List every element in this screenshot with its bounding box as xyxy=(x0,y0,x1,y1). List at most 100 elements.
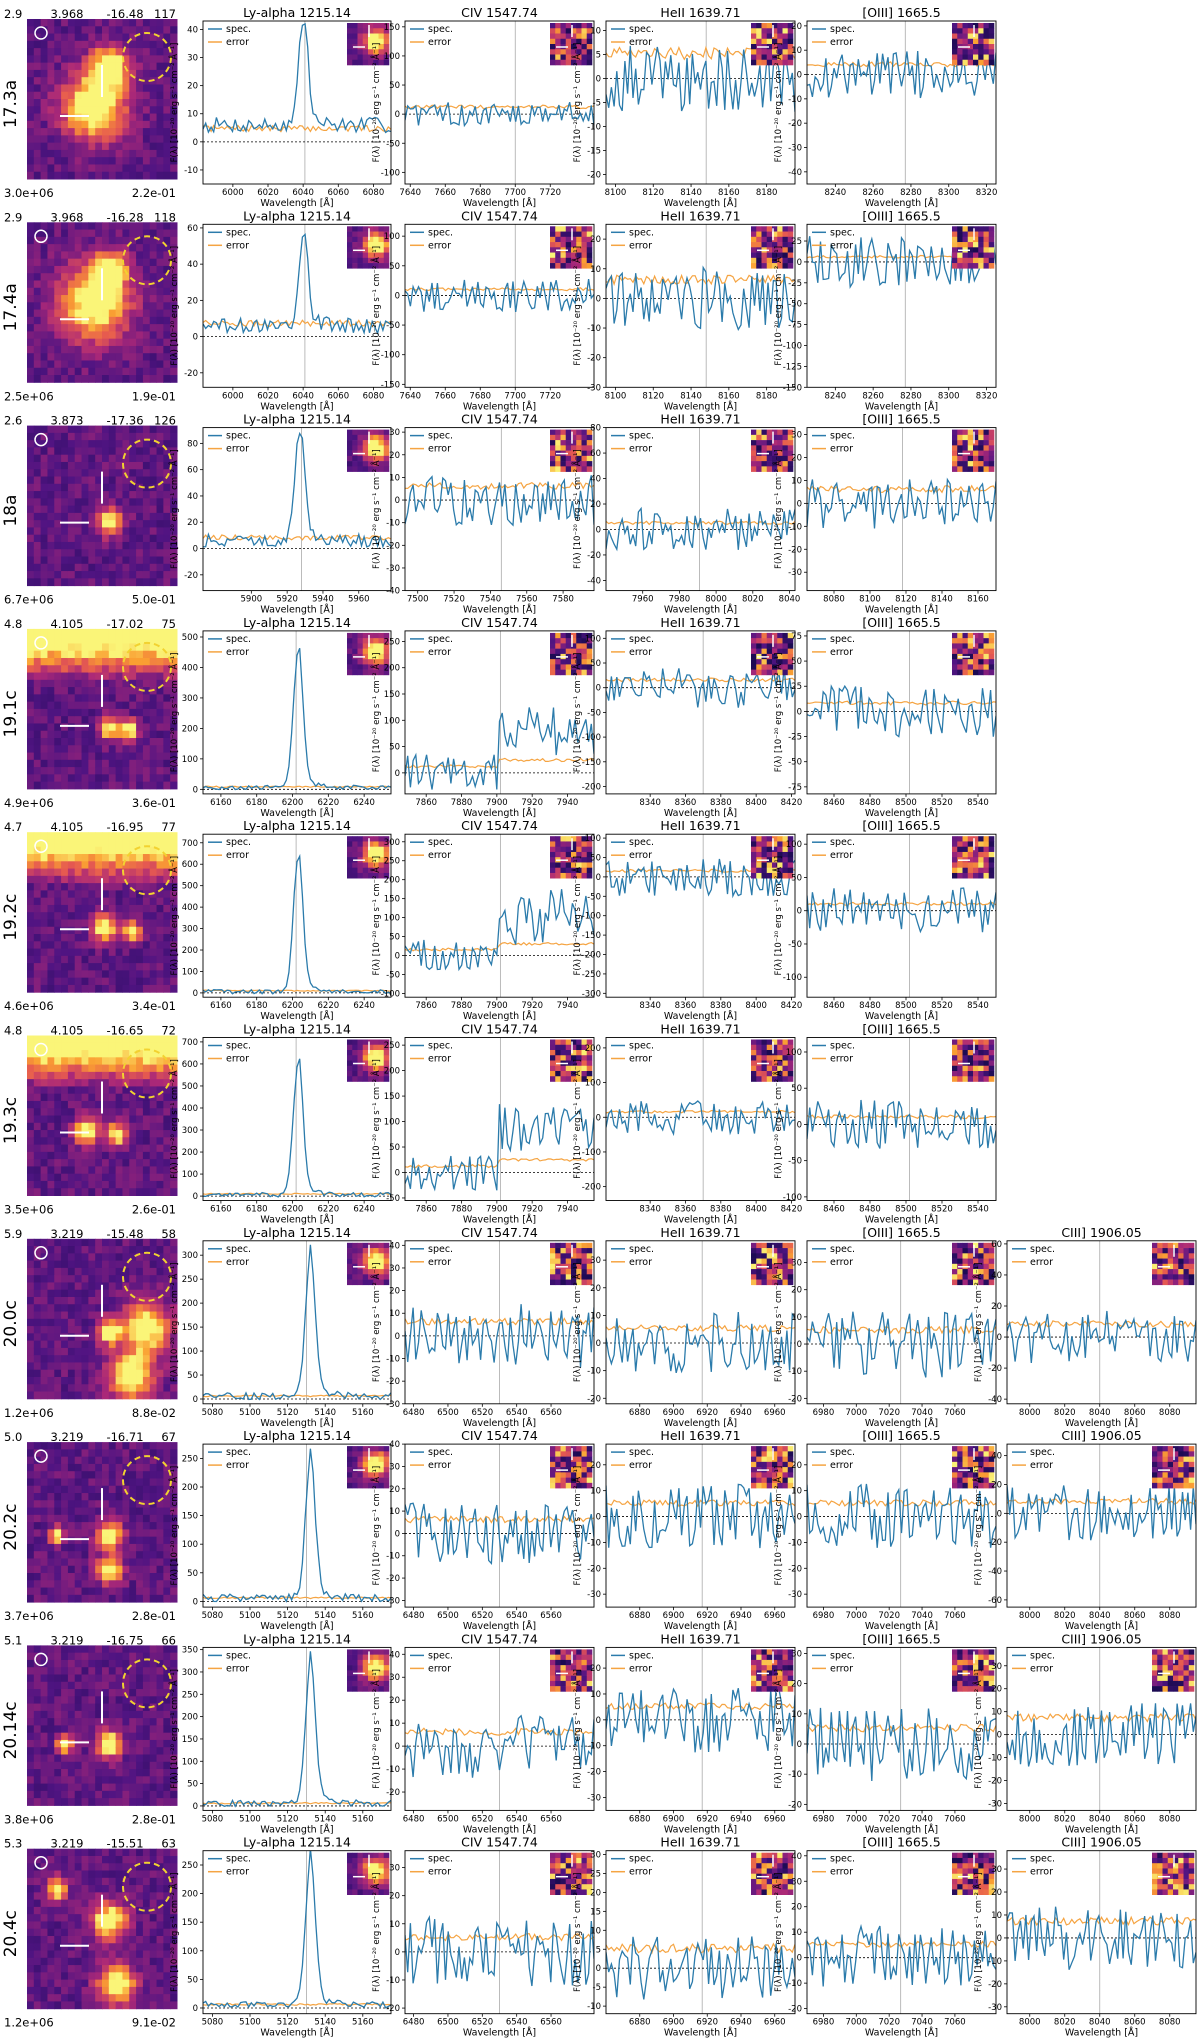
inset-pixel xyxy=(777,236,783,243)
y-tick-label: 200 xyxy=(182,946,198,956)
inset-pixel xyxy=(586,434,593,441)
inset-pixel xyxy=(357,1659,364,1666)
inset-pixel xyxy=(378,247,385,253)
y-tick-label: 200 xyxy=(182,1890,198,1900)
inset-pixel xyxy=(766,1878,773,1885)
inset-pixel xyxy=(347,1686,353,1692)
inset-pixel xyxy=(962,257,969,264)
inset-pixel xyxy=(357,1472,364,1478)
inset-pixel xyxy=(352,1878,358,1885)
inset-pixel xyxy=(782,1263,789,1270)
inset-pixel xyxy=(347,1675,353,1682)
inset-pixel xyxy=(988,1477,995,1484)
y-axis-label: F(λ) [10⁻²⁰ erg s⁻¹ cm⁻² Å⁻¹] xyxy=(772,653,784,773)
inset-pixel xyxy=(761,1665,768,1671)
inset-pixel xyxy=(1162,1269,1169,1275)
inset-pixel xyxy=(362,862,369,868)
y-tick-label: -10 xyxy=(386,1355,400,1365)
inset-pixel xyxy=(373,252,379,259)
x-axis-label: Wavelength [Å] xyxy=(664,1214,737,1226)
inset-pixel xyxy=(555,638,561,644)
inset-pixel xyxy=(761,1461,768,1468)
inset-pixel xyxy=(550,659,556,665)
inset-pixel xyxy=(586,23,593,29)
x-tick-label: 6040 xyxy=(292,391,314,401)
inset-pixel xyxy=(565,1274,572,1280)
inset-pixel xyxy=(952,263,958,269)
inset-pixel xyxy=(571,841,577,847)
y-tick-label: -50 xyxy=(788,300,802,310)
x-tick-label: 7980 xyxy=(669,595,691,605)
y-tick-label: 10 xyxy=(590,1487,601,1497)
legend-spec-label: spec. xyxy=(830,1854,855,1865)
inset-pixel xyxy=(560,1258,567,1265)
inset-pixel xyxy=(777,49,783,55)
inset-pixel xyxy=(352,664,358,670)
inset-pixel xyxy=(378,846,385,853)
inset-pixel xyxy=(777,1044,783,1051)
inset-pixel xyxy=(565,862,572,868)
inset-pixel xyxy=(571,23,577,29)
inset-pixel xyxy=(383,231,390,238)
background-circle xyxy=(122,32,172,82)
inset-pixel xyxy=(787,28,794,34)
inset-pixel xyxy=(378,236,385,243)
inset-pixel xyxy=(368,841,374,847)
x-tick-label: 6020 xyxy=(257,188,279,198)
inset-pixel xyxy=(1173,1889,1179,1895)
inset-pixel xyxy=(560,1044,567,1051)
inset-pixel xyxy=(952,44,958,50)
x-tick-label: 6540 xyxy=(506,1611,528,1621)
inset-pixel xyxy=(777,429,783,436)
y-tick-label: 100 xyxy=(585,634,601,644)
inset-pixel xyxy=(1152,1467,1158,1473)
inset-pixel xyxy=(751,872,757,879)
inset-pixel xyxy=(555,466,561,472)
x-tick-label: 6980 xyxy=(813,1814,835,1824)
error-series xyxy=(203,319,391,328)
inset-pixel xyxy=(973,1477,979,1484)
y-tick-label: 40 xyxy=(389,1440,400,1450)
spectrum-series xyxy=(606,1686,795,1753)
inset-pixel xyxy=(373,1878,379,1885)
inset-pixel xyxy=(581,231,588,238)
inset-pixel xyxy=(550,450,556,457)
inset-pixel xyxy=(756,28,762,34)
inset-pixel xyxy=(756,445,762,451)
x-axis-label: Wavelength [Å] xyxy=(260,1417,333,1429)
spectrum-series xyxy=(807,1099,996,1150)
inset-pixel xyxy=(571,1248,577,1254)
inset-pixel xyxy=(983,648,990,655)
inset-pixel xyxy=(1157,1279,1163,1286)
x-tick-label: 8280 xyxy=(900,391,922,401)
inset-pixel xyxy=(761,1686,768,1692)
inset-pixel xyxy=(362,836,369,842)
inset-pixel xyxy=(565,1889,572,1895)
inset-pixel xyxy=(988,59,995,66)
inset-pixel xyxy=(967,1665,974,1671)
inset-pixel xyxy=(362,1878,369,1885)
inset-pixel xyxy=(550,1253,556,1259)
y-tick-label: -40 xyxy=(988,1395,1002,1405)
inset-pixel xyxy=(571,1055,577,1061)
inset-pixel xyxy=(967,263,974,269)
inset-pixel xyxy=(777,1071,783,1077)
inset-pixel xyxy=(362,1242,369,1249)
y-tick-label: 10 xyxy=(791,1487,802,1497)
inset-pixel xyxy=(952,664,958,670)
inset-pixel xyxy=(550,434,556,441)
inset-pixel xyxy=(782,1055,789,1061)
x-tick-label: 6920 xyxy=(696,1408,718,1418)
inset-pixel xyxy=(347,44,353,50)
inset-pixel xyxy=(787,38,794,45)
inset-pixel xyxy=(952,257,958,264)
inset-pixel xyxy=(373,445,379,451)
y-tick-label: -50 xyxy=(386,970,400,980)
y-tick-label: 40 xyxy=(187,492,198,502)
inset-pixel xyxy=(1183,1456,1190,1463)
inset-pixel xyxy=(761,1884,768,1890)
inset-pixel xyxy=(560,252,567,259)
x-tick-label: 6200 xyxy=(282,1205,304,1215)
inset-pixel xyxy=(967,1680,974,1687)
